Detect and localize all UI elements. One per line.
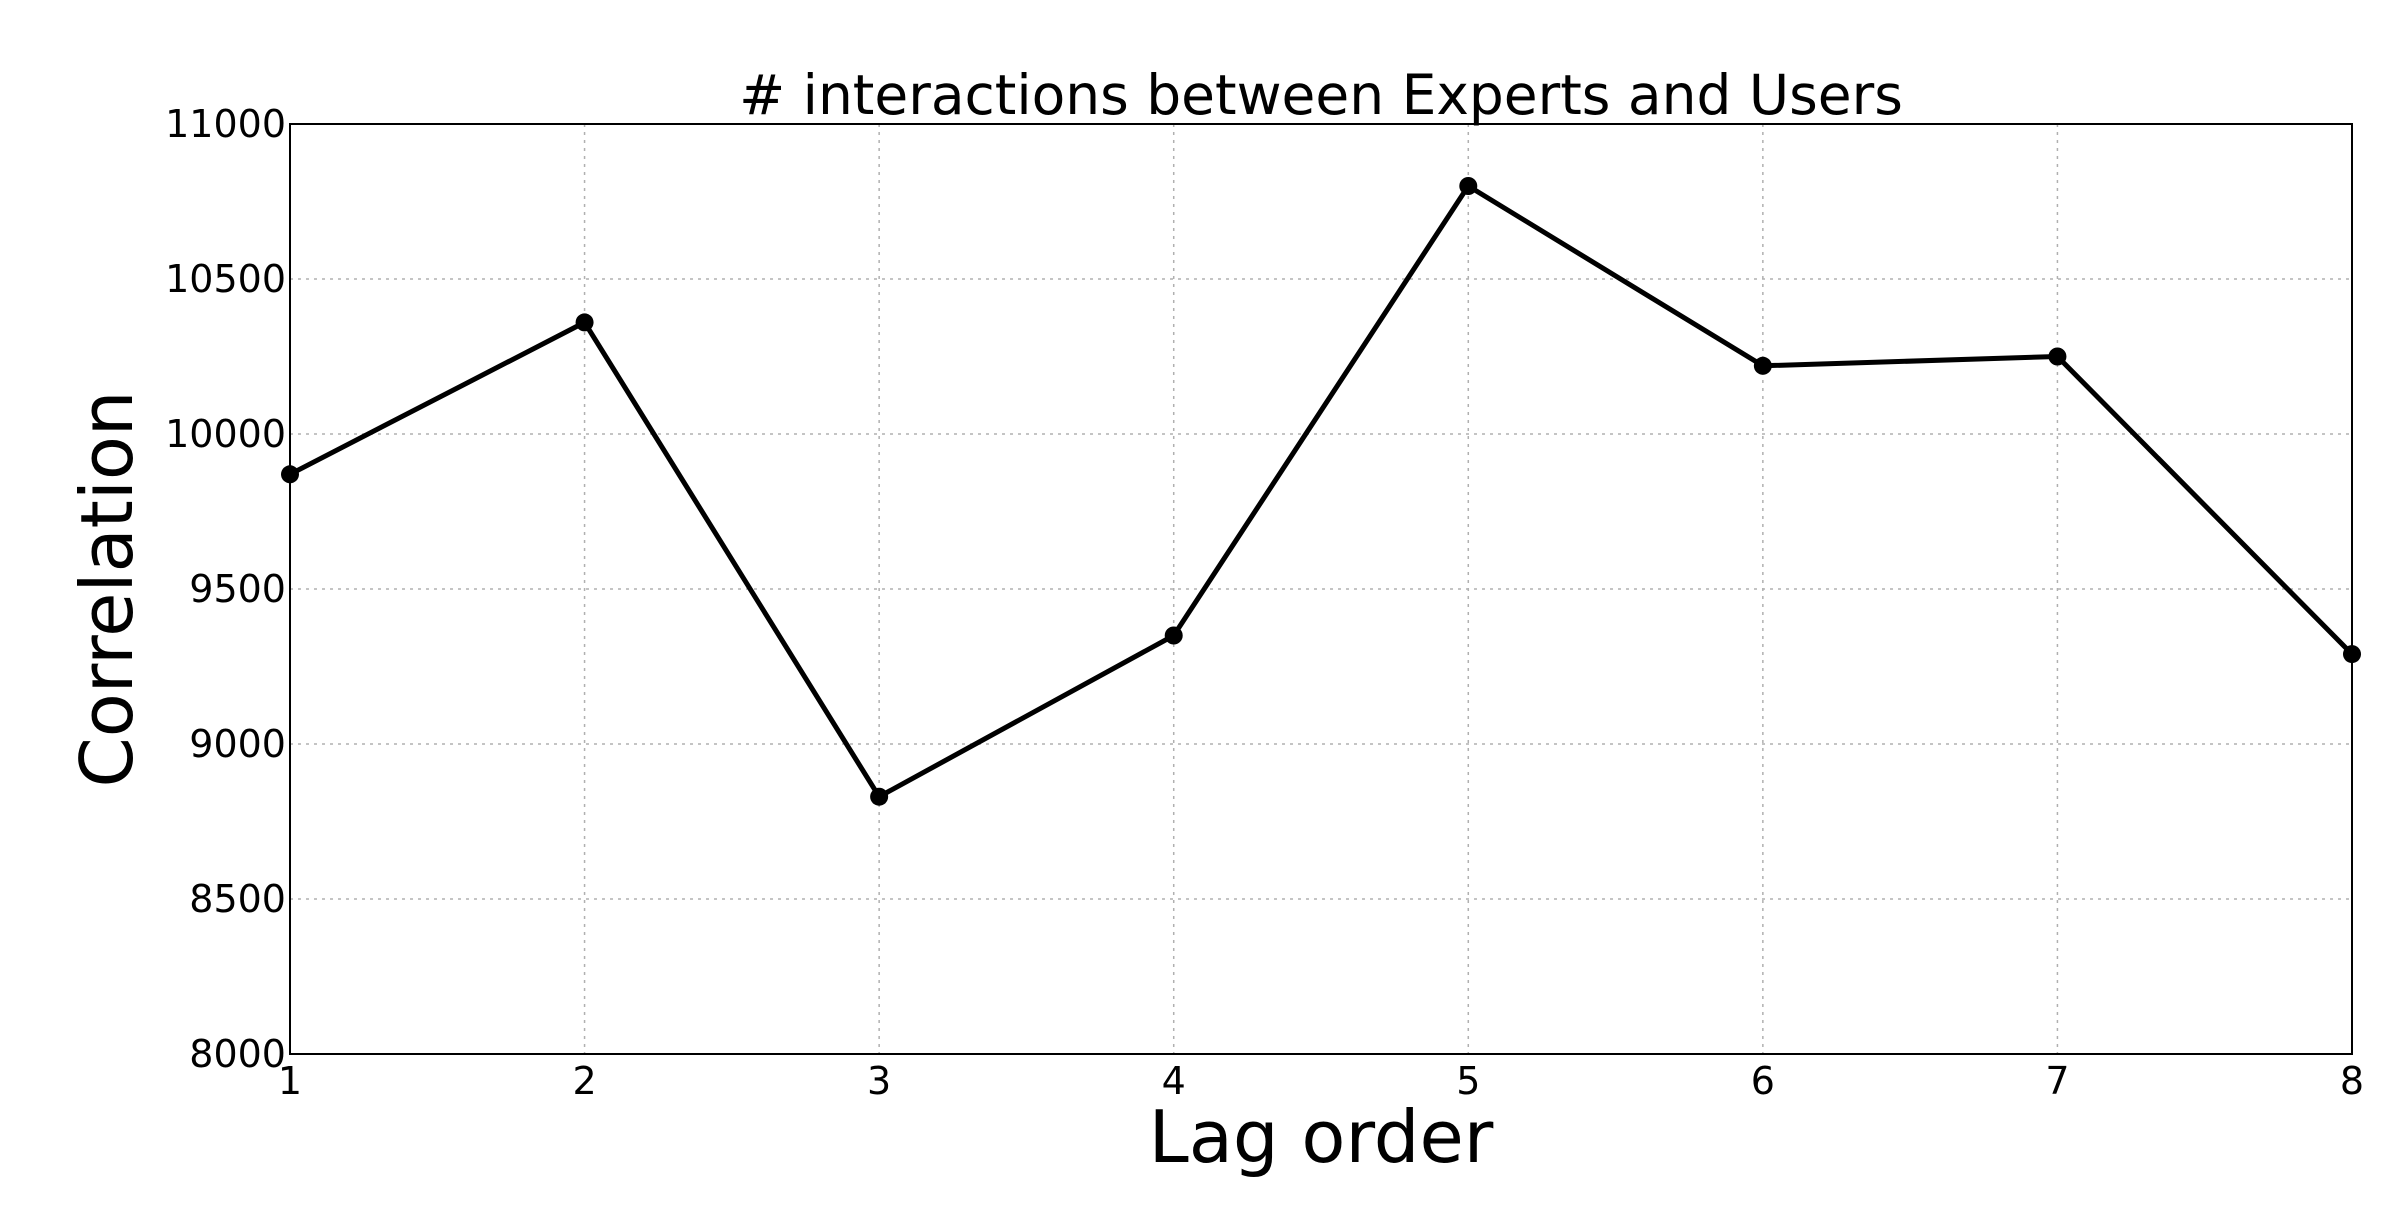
data-point <box>1753 356 1772 375</box>
data-point <box>870 787 889 806</box>
y-tick-label: 10000 <box>165 412 286 456</box>
chart-title: # interactions between Experts and Users <box>739 63 1903 127</box>
x-tick-label: 5 <box>1456 1059 1480 1103</box>
y-tick-label: 11000 <box>165 102 286 146</box>
y-tick-label: 9500 <box>189 567 286 611</box>
data-point <box>1164 626 1183 645</box>
series-line <box>288 183 2354 800</box>
grid-lines <box>289 123 2353 1055</box>
y-tick-label: 10500 <box>165 257 286 301</box>
x-tick-label: 7 <box>2045 1059 2069 1103</box>
x-tick-label: 8 <box>2340 1059 2364 1103</box>
data-point <box>1459 177 1478 195</box>
y-tick-label: 9000 <box>189 722 286 766</box>
x-tick-label: 6 <box>1751 1059 1775 1103</box>
series-layer <box>281 177 2361 806</box>
plot-frame <box>289 123 2353 1055</box>
y-tick-label: 8500 <box>189 877 286 921</box>
data-point <box>2048 347 2067 366</box>
x-tick-label: 2 <box>572 1059 596 1103</box>
x-tick-label: 4 <box>1162 1059 1186 1103</box>
x-tick-label: 3 <box>867 1059 891 1103</box>
y-axis-label: Correlation <box>65 390 149 787</box>
x-axis-label: Lag order <box>1149 1095 1494 1179</box>
x-tick-label: 1 <box>278 1059 302 1103</box>
y-tick-label: 8000 <box>189 1032 286 1076</box>
y-tick-labels: 8000 8500 9000 9500 10000 10500 11000 <box>165 102 286 1076</box>
data-point <box>575 313 594 332</box>
x-tick-labels: 1 2 3 4 5 6 7 8 <box>278 1059 2364 1103</box>
